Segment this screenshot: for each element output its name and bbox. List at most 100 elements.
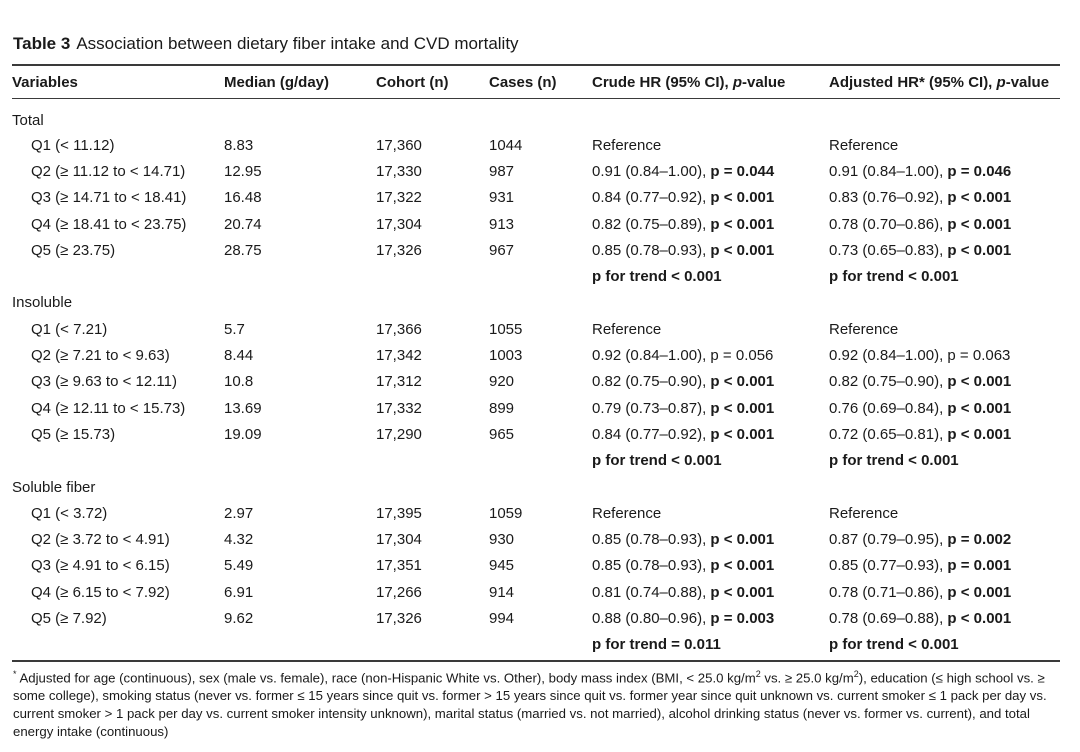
empty-cell: [376, 632, 489, 658]
cohort-cell: 17,332: [376, 399, 422, 417]
header-crude: Crude HR (95% CI), p-value: [592, 66, 829, 98]
empty-cell: [224, 263, 376, 289]
crude-hr-cell: 0.85 (0.78–0.93), p < 0.001: [592, 553, 829, 579]
table-body: Total Q1 (< 11.12) 8.83 17,360 1044 Reference…: [12, 98, 1062, 658]
table-row: Q1 (< 7.21) 5.7 17,366 1055 Reference Referen…: [12, 316, 1062, 342]
table-row: Q1 (< 3.72) 2.97 17,395 1059 Reference Refere…: [12, 500, 1062, 526]
cohort-cell: 17,342: [376, 347, 422, 365]
adjusted-hr-cell: Reference: [829, 132, 1062, 158]
group-label: Total: [12, 112, 44, 129]
median-cell: 4.32: [224, 531, 254, 549]
quintile-label: Q2 (≥ 11.12 to < 14.71): [31, 162, 186, 180]
p-value: p < 0.001: [710, 425, 775, 443]
hr-ci-text: Reference: [592, 136, 662, 154]
cohort-cell: 17,395: [376, 504, 422, 522]
header-row: Variables Median (g/day) Cohort (n) Case…: [12, 66, 1062, 98]
hr-ci-text: 0.84 (0.77–0.92),: [592, 425, 711, 443]
cases-cell: 1003: [489, 347, 523, 365]
median-cell: 5.49: [224, 557, 254, 575]
median-cell: 8.44: [224, 347, 254, 365]
p-value: p < 0.001: [710, 373, 775, 391]
adjusted-hr-cell: 0.78 (0.70–0.86), p < 0.001: [829, 211, 1062, 237]
empty-cell: [12, 632, 224, 658]
cohort-cell: 17,312: [376, 373, 422, 391]
trend-row: p for trend = 0.011 p for trend < 0.001: [12, 632, 1062, 658]
crude-hr-cell: Reference: [592, 132, 829, 158]
cases-cell: 1059: [489, 504, 523, 522]
cases-cell: 967: [489, 241, 515, 259]
crude-hr-cell: 0.85 (0.78–0.93), p < 0.001: [592, 526, 829, 552]
footnote-text: vs. ≥ 25.0 kg/m: [760, 670, 854, 686]
quintile-label: Q4 (≥ 18.41 to < 23.75): [31, 215, 187, 233]
cases-cell: 987: [489, 162, 515, 180]
bottom-rule: [12, 660, 1060, 662]
quintile-label: Q5 (≥ 23.75): [31, 241, 116, 259]
empty-cell: [224, 448, 376, 474]
table-row: Q2 (≥ 11.12 to < 14.71) 12.95 17,330 987 0.9…: [12, 158, 1062, 184]
quintile-label: Q5 (≥ 7.92): [31, 609, 107, 627]
cohort-cell: 17,322: [376, 189, 422, 207]
hr-ci-text: Reference: [592, 504, 662, 522]
table-row: Q5 (≥ 23.75) 28.75 17,326 967 0.85 (0.78–0.9…: [12, 237, 1062, 263]
cases-cell: 945: [489, 557, 515, 575]
cases-cell: 965: [489, 425, 515, 443]
empty-cell: [489, 632, 592, 658]
p-value: p < 0.001: [947, 215, 1012, 233]
quintile-label: Q1 (< 3.72): [31, 504, 108, 522]
median-cell: 6.91: [224, 583, 254, 601]
hr-ci-text: 0.85 (0.77–0.93),: [829, 557, 948, 575]
median-cell: 8.83: [224, 136, 254, 154]
table-row: Q5 (≥ 15.73) 19.09 17,290 965 0.84 (0.77–0.9…: [12, 421, 1062, 447]
hr-ci-text: 0.84 (0.77–0.92),: [592, 189, 711, 207]
hr-ci-text: 0.85 (0.78–0.93),: [592, 531, 711, 549]
adjusted-hr-cell: 0.72 (0.65–0.81), p < 0.001: [829, 421, 1062, 447]
p-value: p = 0.002: [947, 531, 1012, 549]
hr-ci-text: 0.72 (0.65–0.81),: [829, 425, 948, 443]
cases-cell: 1044: [489, 136, 523, 154]
cases-cell: 914: [489, 583, 515, 601]
adjusted-hr-cell: 0.78 (0.71–0.86), p < 0.001: [829, 579, 1062, 605]
trend-row: p for trend < 0.001 p for trend < 0.001: [12, 263, 1062, 289]
header-crude-text: Crude HR (95% CI),: [592, 73, 733, 91]
table-row: Q3 (≥ 9.63 to < 12.11) 10.8 17,312 920 0.82 …: [12, 369, 1062, 395]
crude-trend: p for trend = 0.011: [592, 636, 721, 654]
p-value: p < 0.001: [710, 531, 775, 549]
adjusted-hr-cell: 0.73 (0.65–0.83), p < 0.001: [829, 237, 1062, 263]
table-number: Table 3: [13, 34, 71, 53]
table-row: Q2 (≥ 3.72 to < 4.91) 4.32 17,304 930 0.85 (…: [12, 526, 1062, 552]
hr-ci-text: 0.82 (0.75–0.89),: [592, 215, 711, 233]
p-value: p = 0.003: [710, 609, 775, 627]
cohort-cell: 17,326: [376, 609, 422, 627]
p-value: p < 0.001: [947, 425, 1012, 443]
hr-ci-text: Reference: [829, 504, 899, 522]
quintile-label: Q1 (< 11.12): [31, 136, 115, 154]
p-value: p < 0.001: [710, 557, 775, 575]
median-cell: 19.09: [224, 425, 262, 443]
table-caption: Table 3 Association between dietary fiber…: [13, 34, 519, 54]
header-adjusted-text: Adjusted HR* (95% CI),: [829, 73, 997, 91]
p-value: p < 0.001: [947, 241, 1012, 259]
p-value: p = 0.001: [947, 557, 1012, 575]
crude-hr-cell: 0.84 (0.77–0.92), p < 0.001: [592, 421, 829, 447]
median-cell: 20.74: [224, 215, 262, 233]
footnote-superscript: 2: [853, 669, 859, 679]
hr-ci-text: 0.82 (0.75–0.90),: [829, 373, 948, 391]
adjusted-hr-cell: 0.76 (0.69–0.84), p < 0.001: [829, 395, 1062, 421]
p-value: p < 0.001: [947, 583, 1012, 601]
cases-cell: 994: [489, 609, 515, 627]
empty-cell: [376, 448, 489, 474]
quintile-label: Q4 (≥ 12.11 to < 15.73): [31, 399, 186, 417]
empty-cell: [489, 263, 592, 289]
crude-hr-cell: 0.84 (0.77–0.92), p < 0.001: [592, 185, 829, 211]
footnote-superscript: 2: [755, 669, 761, 679]
crude-hr-cell: Reference: [592, 500, 829, 526]
table-row: Q4 (≥ 18.41 to < 23.75) 20.74 17,304 913 0.8…: [12, 211, 1062, 237]
table-footnote: * Adjusted for age (continuous), sex (ma…: [13, 666, 1063, 740]
group-row: Insoluble: [12, 290, 1062, 316]
empty-cell: [376, 263, 489, 289]
hr-ci-text: 0.81 (0.74–0.88),: [592, 583, 711, 601]
crude-hr-cell: 0.85 (0.78–0.93), p < 0.001: [592, 237, 829, 263]
hr-ci-text: Reference: [829, 136, 899, 154]
crude-hr-cell: 0.91 (0.84–1.00), p = 0.044: [592, 158, 829, 184]
